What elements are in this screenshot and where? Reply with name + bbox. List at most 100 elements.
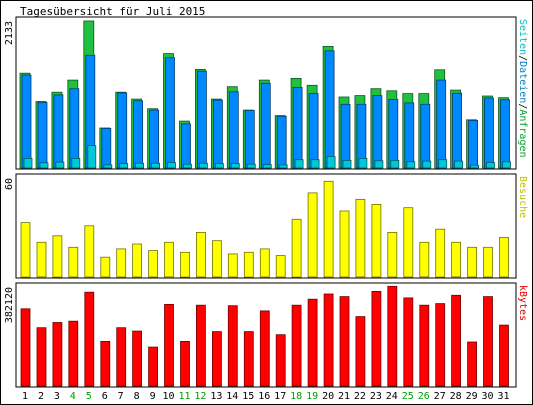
bar-requests-dateien-day-16 <box>260 82 271 169</box>
bar-bytes-kbytes-day-21 <box>339 296 350 387</box>
day-label-12: 12 <box>194 391 206 402</box>
bar-bytes-kbytes-day-15 <box>243 331 254 387</box>
bar-requests-dateien-day-4 <box>69 88 80 169</box>
bar-bytes-kbytes-day-2 <box>36 327 47 387</box>
bar-visits-besuche-day-16 <box>259 248 270 278</box>
bar-visits-besuche-day-12 <box>195 231 206 278</box>
bar-requests-seiten-day-14 <box>230 163 240 169</box>
bar-visits-besuche-day-24 <box>387 231 398 278</box>
bar-requests-dateien-day-3 <box>53 94 64 169</box>
bar-visits-besuche-day-13 <box>211 240 222 278</box>
bar-requests-seiten-day-1 <box>23 157 33 169</box>
bar-bytes-kbytes-day-19 <box>307 298 318 387</box>
bar-requests-dateien-day-26 <box>420 103 431 169</box>
day-label-27: 27 <box>434 391 446 402</box>
bar-requests-dateien-day-7 <box>117 92 128 169</box>
legend-part: Besuche <box>517 176 528 218</box>
panel-bytes-frame <box>15 282 517 388</box>
day-label-8: 8 <box>134 391 140 402</box>
legend-part: Seiten <box>517 19 528 55</box>
bar-visits-besuche-day-6 <box>100 256 111 278</box>
day-label-17: 17 <box>274 391 286 402</box>
bar-requests-seiten-day-23 <box>374 160 384 169</box>
ymax-label-requests: 2133 <box>4 21 15 45</box>
bar-requests-dateien-day-6 <box>101 127 112 169</box>
day-label-5: 5 <box>86 391 92 402</box>
bar-requests-dateien-day-10 <box>165 57 175 169</box>
bar-requests-seiten-day-28 <box>454 160 464 169</box>
bar-bytes-kbytes-day-9 <box>148 346 159 387</box>
bar-visits-besuche-day-20 <box>323 180 334 278</box>
bar-visits-besuche-day-21 <box>339 210 350 278</box>
day-label-2: 2 <box>38 391 44 402</box>
bar-requests-dateien-day-25 <box>404 102 415 169</box>
bar-requests-dateien-day-28 <box>452 92 463 169</box>
day-label-15: 15 <box>242 391 254 402</box>
bar-bytes-kbytes-day-31 <box>499 324 509 387</box>
bar-bytes-kbytes-day-13 <box>211 331 222 387</box>
bar-visits-besuche-day-18 <box>291 218 302 278</box>
bar-requests-seiten-day-26 <box>422 160 432 169</box>
day-label-25: 25 <box>402 391 414 402</box>
bar-requests-seiten-day-4 <box>71 157 81 169</box>
bar-visits-besuche-day-19 <box>307 192 318 278</box>
bar-visits-besuche-day-11 <box>180 251 190 278</box>
day-label-21: 21 <box>338 391 350 402</box>
legend-part: / <box>517 103 528 109</box>
bar-visits-besuche-day-17 <box>275 255 286 278</box>
chart-title: Tagesübersicht für Juli 2015 <box>20 5 205 18</box>
day-label-26: 26 <box>418 391 430 402</box>
bar-requests-seiten-day-31 <box>502 161 511 169</box>
bar-requests-dateien-day-2 <box>37 102 48 169</box>
bar-visits-besuche-day-2 <box>36 241 47 278</box>
legend-part: / <box>517 55 528 61</box>
bar-bytes-kbytes-day-6 <box>100 340 111 387</box>
bar-visits-besuche-day-8 <box>132 243 143 278</box>
bar-bytes-kbytes-day-11 <box>180 340 190 387</box>
day-label-24: 24 <box>386 391 398 402</box>
day-label-9: 9 <box>150 391 156 402</box>
bar-bytes-kbytes-day-14 <box>227 305 238 387</box>
bar-visits-besuche-day-14 <box>227 253 238 278</box>
day-label-11: 11 <box>178 391 190 402</box>
ymax-label-visits: 60 <box>4 178 15 190</box>
bar-visits-besuche-day-30 <box>483 246 493 278</box>
bar-bytes-kbytes-day-24 <box>387 285 398 387</box>
bar-visits-besuche-day-22 <box>355 198 366 278</box>
bar-requests-seiten-day-7 <box>119 163 129 169</box>
bar-bytes-kbytes-day-30 <box>483 296 493 387</box>
day-label-14: 14 <box>226 391 238 402</box>
day-label-20: 20 <box>322 391 334 402</box>
bar-bytes-kbytes-day-22 <box>355 316 366 387</box>
bar-bytes-kbytes-day-27 <box>435 303 446 387</box>
bar-visits-besuche-day-26 <box>419 241 430 278</box>
bar-visits-besuche-day-23 <box>371 203 382 278</box>
bar-requests-seiten-day-13 <box>214 163 224 169</box>
bar-visits-besuche-day-3 <box>52 235 63 278</box>
day-label-1: 1 <box>22 391 28 402</box>
bar-requests-dateien-day-17 <box>276 115 287 169</box>
bar-visits-besuche-day-28 <box>451 241 462 278</box>
bar-requests-dateien-day-9 <box>149 109 160 169</box>
bar-bytes-kbytes-day-28 <box>451 294 462 387</box>
bar-bytes-kbytes-day-23 <box>371 290 382 387</box>
day-label-31: 31 <box>497 391 509 402</box>
legend-part: Dateien <box>517 61 528 103</box>
day-label-30: 30 <box>481 391 493 402</box>
day-label-28: 28 <box>450 391 462 402</box>
bar-visits-besuche-day-15 <box>243 251 254 278</box>
panel-visits-frame <box>15 173 517 279</box>
day-label-6: 6 <box>102 391 108 402</box>
day-label-13: 13 <box>210 391 222 402</box>
day-label-10: 10 <box>162 391 174 402</box>
bar-requests-seiten-day-12 <box>198 162 208 169</box>
bar-requests-seiten-day-20 <box>326 156 336 169</box>
bar-bytes-kbytes-day-5 <box>84 291 95 387</box>
bar-requests-dateien-day-31 <box>500 99 510 169</box>
bar-bytes-kbytes-day-4 <box>68 320 79 387</box>
legend-label-visits: Besuche <box>517 176 528 218</box>
bar-bytes-kbytes-day-1 <box>20 308 31 387</box>
bar-requests-seiten-day-21 <box>342 159 352 169</box>
day-label-4: 4 <box>70 391 76 402</box>
bar-bytes-kbytes-day-18 <box>291 304 302 387</box>
